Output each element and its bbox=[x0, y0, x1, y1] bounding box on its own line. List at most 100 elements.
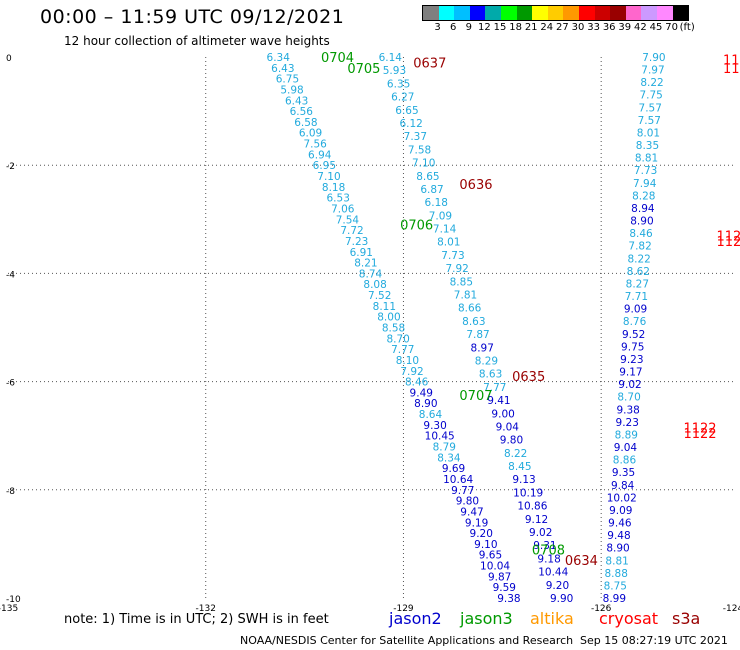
data-value-label: 9.80 bbox=[456, 496, 479, 508]
data-value-label: 8.94 bbox=[631, 203, 655, 215]
data-value-label: 8.65 bbox=[416, 171, 439, 183]
footer-note: note: 1) Time is in UTC; 2) SWH is in fe… bbox=[64, 612, 329, 627]
data-value-label: 10.04 bbox=[480, 561, 510, 573]
data-value-label: 7.90 bbox=[642, 52, 665, 64]
data-value-label: 7.73 bbox=[441, 250, 464, 262]
data-value-label: 9.38 bbox=[497, 593, 520, 605]
data-value-label: 7.14 bbox=[433, 224, 457, 236]
color-swatch bbox=[454, 6, 470, 20]
data-value-label: 7.37 bbox=[404, 131, 427, 143]
data-value-label: 6.43 bbox=[271, 63, 294, 75]
color-swatch bbox=[469, 6, 486, 20]
data-value-label: 7.57 bbox=[638, 115, 661, 127]
pass-time-label: 0634 bbox=[565, 554, 598, 569]
data-value-label: 8.22 bbox=[640, 77, 663, 89]
color-swatch bbox=[516, 6, 533, 20]
color-scale-tick: 27 bbox=[556, 22, 569, 33]
data-value-label: 6.75 bbox=[276, 74, 299, 86]
color-swatch bbox=[625, 6, 642, 20]
color-scale-tick: 39 bbox=[618, 22, 632, 33]
data-value-label: 7.09 bbox=[429, 210, 452, 222]
data-value-label: 8.90 bbox=[606, 543, 629, 555]
data-value-label: 7.92 bbox=[445, 263, 468, 275]
x-tick-label: -135 bbox=[0, 604, 18, 614]
data-value-label: 7.81 bbox=[454, 290, 477, 302]
data-value-label: 9.18 bbox=[537, 553, 560, 565]
color-scale-tick: 70 bbox=[665, 22, 678, 33]
y-tick-label: -2 bbox=[6, 162, 15, 172]
data-value-label: 8.22 bbox=[504, 448, 527, 460]
data-value-label: 6.87 bbox=[420, 184, 443, 196]
color-scale-tick: 30 bbox=[571, 22, 585, 33]
data-value-label: 8.58 bbox=[382, 323, 405, 335]
data-value-label: 8.01 bbox=[637, 127, 660, 139]
data-value-label: 8.85 bbox=[450, 276, 473, 288]
data-value-label: 9.13 bbox=[512, 474, 535, 486]
color-scale-tick: 24 bbox=[540, 22, 554, 33]
pass-time-label: 0704 bbox=[321, 51, 354, 66]
data-value-label: 9.41 bbox=[487, 395, 510, 407]
y-tick-label: -8 bbox=[6, 487, 15, 497]
data-value-label: 7.87 bbox=[466, 329, 489, 341]
data-value-label: 9.02 bbox=[529, 527, 552, 539]
data-value-label: 7.72 bbox=[340, 225, 363, 237]
color-swatch bbox=[610, 6, 626, 20]
y-tick-label: -10 bbox=[6, 595, 21, 605]
data-value-label: 8.22 bbox=[627, 253, 650, 265]
data-value-label: 8.27 bbox=[626, 278, 649, 290]
data-value-label: 8.70 bbox=[386, 333, 409, 345]
data-value-label: 7.92 bbox=[400, 366, 423, 378]
data-value-label: 9.23 bbox=[620, 354, 643, 366]
color-scale-bar bbox=[422, 5, 690, 21]
data-value-label: 9.23 bbox=[616, 417, 639, 429]
data-value-label: 8.35 bbox=[636, 140, 659, 152]
data-value-label: 7.06 bbox=[331, 203, 355, 215]
data-value-label: 9.47 bbox=[460, 506, 483, 518]
data-value-label: 6.91 bbox=[350, 247, 373, 259]
data-value-label: 7.82 bbox=[628, 241, 651, 253]
data-value-label: 8.21 bbox=[354, 258, 377, 270]
data-value-label: 9.80 bbox=[500, 435, 523, 447]
data-value-label: 8.34 bbox=[437, 452, 461, 464]
data-value-label: 7.57 bbox=[639, 102, 662, 114]
data-value-label: 7.94 bbox=[633, 178, 657, 190]
data-value-label: 6.09 bbox=[299, 128, 322, 140]
pass-time-label: 0708 bbox=[532, 543, 565, 558]
color-swatch bbox=[438, 6, 455, 20]
data-value-label: 7.58 bbox=[408, 144, 431, 156]
data-value-label: 10.45 bbox=[425, 431, 455, 443]
pass-time-label: 1122 bbox=[683, 422, 716, 437]
data-value-label: 8.63 bbox=[479, 369, 502, 381]
data-value-label: 5.93 bbox=[383, 65, 406, 77]
pass-time-label: 0635 bbox=[512, 370, 545, 385]
color-scale-ticks: 3 6 9 12 15 18 21 24 27 30 33 36 39 42 45 70 (ft) bbox=[422, 22, 740, 34]
satellite-label-jason3: jason3 bbox=[460, 609, 513, 628]
data-value-label: 7.54 bbox=[336, 214, 360, 226]
data-value-label: 8.99 bbox=[603, 593, 626, 605]
x-tick-label: -129 bbox=[393, 604, 414, 614]
data-value-label: 7.77 bbox=[483, 382, 506, 394]
data-value-label: 7.56 bbox=[303, 139, 327, 151]
color-swatch bbox=[423, 6, 439, 20]
data-value-label: 9.02 bbox=[618, 379, 641, 391]
data-value-label: 9.20 bbox=[546, 580, 569, 592]
data-value-label: 8.89 bbox=[615, 429, 638, 441]
data-value-label: 8.45 bbox=[508, 461, 531, 473]
data-value-label: 9.00 bbox=[491, 408, 514, 420]
data-value-label: 9.77 bbox=[451, 485, 474, 497]
data-value-label: 7.73 bbox=[634, 165, 657, 177]
page-title: 00:00 – 11:59 UTC 09/12/2021 bbox=[40, 6, 345, 28]
data-value-label: 8.70 bbox=[617, 392, 640, 404]
data-value-label: 10.44 bbox=[538, 567, 568, 579]
data-value-label: 9.87 bbox=[488, 571, 511, 583]
x-tick-label: -126 bbox=[591, 604, 612, 614]
pass-time-label: 0706 bbox=[400, 219, 433, 234]
credit-line: NOAA/NESDIS Center for Satellite Applica… bbox=[240, 634, 574, 647]
data-value-label: 8.08 bbox=[363, 279, 386, 291]
color-swatch bbox=[641, 6, 657, 20]
data-value-label: 6.95 bbox=[313, 160, 336, 172]
data-value-label: 6.65 bbox=[395, 105, 418, 117]
